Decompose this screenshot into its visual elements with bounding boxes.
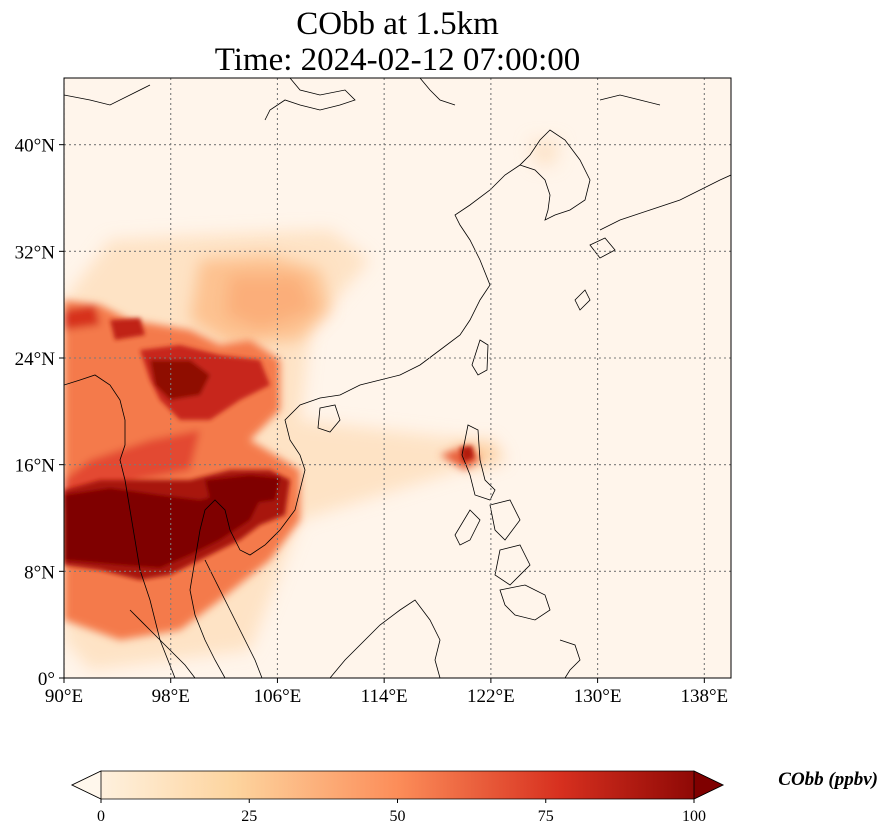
coast-sulawesi [559, 639, 581, 678]
y-tick-label: 40°N [15, 136, 56, 157]
coast-mindanao [499, 584, 551, 621]
coast-borneo [329, 599, 441, 678]
map-frame [63, 77, 732, 679]
colorbar-tick-label: 0 [97, 808, 105, 825]
coast-sumatra [129, 609, 196, 678]
colorbar-tick-label: 75 [538, 808, 554, 825]
y-tick-label: 16°N [15, 456, 56, 477]
y-tick-label: 32°N [15, 242, 56, 263]
map-area [63, 77, 732, 679]
x-tick-label: 138°E [680, 686, 728, 707]
colorbar-tick-label: 50 [390, 808, 406, 825]
coast-malay-peninsula [204, 559, 263, 678]
y-axis-ticks: 0° 8°N 16°N 24°N 32°N 40°N [15, 136, 64, 690]
y-tick-label: 8°N [24, 562, 55, 583]
coastlines [64, 78, 731, 678]
coast-taiwan [471, 339, 489, 376]
map-title-variable: CObb at 1.5km [296, 6, 499, 42]
colorbar-tick-label: 25 [241, 808, 257, 825]
plume-high [64, 318, 474, 580]
x-tick-label: 98°E [152, 686, 190, 707]
gridlines [64, 78, 731, 678]
colorbar: 0 25 50 75 100 CObb (ppbv) [71, 769, 878, 825]
coast-bay-of-bengal [64, 374, 176, 678]
colorbar-extend-min [71, 770, 102, 800]
x-tick-label: 122°E [467, 686, 515, 707]
colorbar-label: CObb (ppbv) [778, 769, 878, 790]
x-tick-label: 114°E [361, 686, 408, 707]
coast-north-border [64, 78, 661, 121]
colorbar-tick-label: 100 [682, 808, 706, 825]
x-tick-label: 130°E [574, 686, 622, 707]
x-tick-label: 90°E [45, 686, 83, 707]
y-tick-label: 24°N [15, 349, 56, 370]
colorbar-ticks: 0 25 50 75 100 [97, 799, 706, 825]
map-title-time: Time: 2024-02-12 07:00:00 [214, 42, 581, 78]
plume-southern-china [190, 255, 330, 345]
x-tick-label: 106°E [254, 686, 302, 707]
coast-japan [574, 174, 731, 311]
colorbar-bar [71, 770, 724, 800]
x-axis-ticks: 90°E 98°E 106°E 114°E 122°E 130°E 138°E [45, 678, 728, 707]
coast-hainan [317, 404, 341, 433]
coast-mainland-asia [189, 164, 521, 678]
colorbar-extend-max [693, 770, 724, 800]
cobb-field [64, 140, 560, 670]
coast-korea [519, 129, 591, 221]
y-tick-label: 0° [38, 669, 55, 690]
